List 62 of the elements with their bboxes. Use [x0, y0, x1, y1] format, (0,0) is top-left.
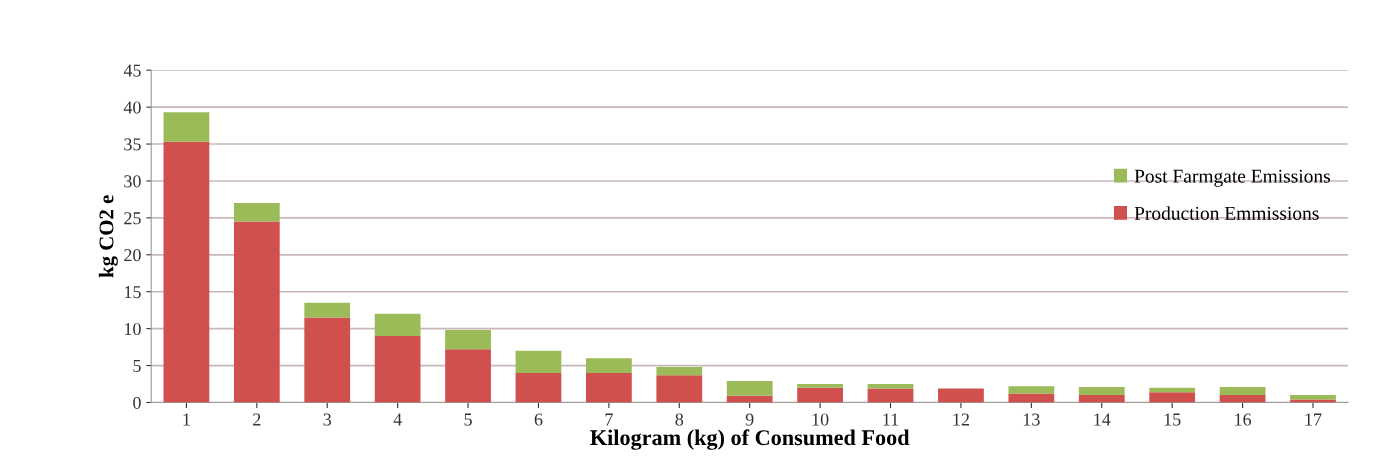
bar	[867, 388, 914, 403]
y-tick-label: 10	[125, 322, 141, 336]
bar	[304, 302, 351, 318]
bar	[1078, 395, 1125, 403]
x-tick-label: 8	[675, 413, 684, 426]
bar	[585, 358, 632, 373]
bar	[445, 349, 491, 403]
bar	[163, 141, 210, 403]
bar	[1078, 386, 1125, 396]
x-tick-label: 11	[883, 413, 899, 426]
bar	[445, 330, 491, 350]
bar	[1008, 386, 1055, 394]
y-tick-label: 45	[123, 64, 141, 77]
bar	[726, 381, 773, 396]
x-axis-title: Kilogram (kg) of Consumed Food	[590, 429, 910, 450]
bar	[515, 350, 562, 373]
y-tick-label: 25	[124, 212, 141, 225]
y-tick-label: 30	[124, 175, 141, 188]
y-axis-title: kg CO2 e	[98, 195, 118, 278]
bar	[797, 384, 843, 388]
bar	[233, 203, 280, 222]
legend-label: Post Farmgate Emissions	[1134, 169, 1330, 187]
x-tick-label: 14	[1094, 413, 1111, 426]
x-tick-label: 12	[953, 413, 969, 426]
x-tick-label: 13	[1023, 413, 1040, 426]
x-tick-label: 1	[183, 413, 190, 426]
x-tick-label: 3	[323, 413, 332, 426]
x-tick-label: 9	[745, 413, 754, 426]
y-tick-label: 35	[124, 138, 141, 151]
bar	[1149, 387, 1196, 393]
bar	[1219, 386, 1266, 396]
bar	[726, 395, 773, 403]
x-tick-label: 15	[1164, 413, 1181, 426]
bar	[1290, 395, 1336, 400]
bar	[233, 221, 280, 403]
x-tick-label: 2	[253, 413, 261, 426]
y-tick-label: 15	[125, 286, 141, 299]
x-tick-label: 5	[464, 413, 472, 426]
bar	[656, 367, 703, 376]
bar	[374, 313, 421, 337]
y-tick-label: 5	[133, 360, 141, 372]
x-tick-label: 7	[605, 413, 613, 426]
x-tick-label: 10	[812, 413, 829, 426]
bar	[1008, 393, 1055, 403]
bar	[374, 336, 421, 403]
y-tick-label: 0	[133, 396, 141, 409]
bar	[515, 372, 562, 403]
bar	[585, 372, 632, 403]
bar	[656, 375, 703, 403]
bar	[304, 317, 351, 403]
x-tick-label: 16	[1235, 413, 1252, 426]
x-tick-label: 6	[534, 413, 543, 426]
x-tick-label: 17	[1305, 413, 1322, 426]
x-tick-label: 4	[393, 413, 402, 426]
bar	[1219, 395, 1266, 403]
bar	[163, 112, 210, 142]
y-tick-label: 20	[124, 249, 141, 262]
bar	[938, 388, 984, 403]
y-tick-label: 40	[123, 101, 141, 114]
bar	[1149, 392, 1196, 403]
legend-label: Production Emmissions	[1134, 206, 1319, 220]
bar	[797, 387, 843, 403]
